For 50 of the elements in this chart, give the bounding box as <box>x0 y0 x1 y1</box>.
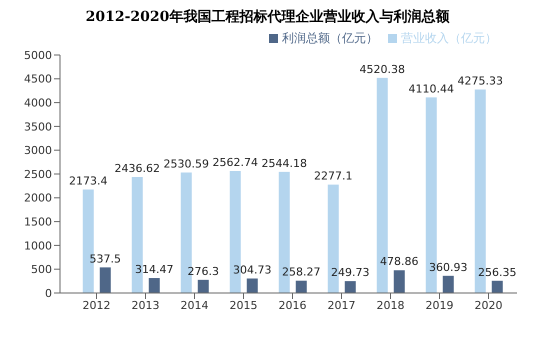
bar <box>198 280 209 293</box>
y-tick-label: 3500 <box>24 120 52 134</box>
y-tick-label: 2500 <box>24 168 52 181</box>
legend-label: 营业收入（亿元） <box>401 31 497 45</box>
bar <box>442 276 454 293</box>
x-tick-label: 2015 <box>230 298 258 312</box>
bar <box>492 280 503 293</box>
bar <box>344 281 356 293</box>
x-tick-label: 2013 <box>132 298 160 312</box>
data-label: 478.86 <box>380 255 419 268</box>
x-tick-label: 2020 <box>474 298 502 312</box>
x-tick-label: 2012 <box>82 298 110 312</box>
data-label: 4520.38 <box>360 62 406 76</box>
bar <box>394 270 405 293</box>
data-label: 314.47 <box>135 263 174 276</box>
y-tick-label: 2000 <box>24 192 52 205</box>
x-tick-label: 2016 <box>278 298 306 312</box>
x-tick-label: 2018 <box>376 298 404 312</box>
bar <box>296 280 307 293</box>
data-label: 4110.44 <box>408 82 454 96</box>
y-tick-label: 5000 <box>24 48 52 62</box>
data-label: 2173.4 <box>69 174 108 188</box>
bar <box>100 267 111 293</box>
data-label: 2436.62 <box>114 162 160 176</box>
bar <box>148 278 160 293</box>
legend-label: 利润总额（亿元） <box>282 31 378 45</box>
bar <box>246 278 258 293</box>
data-label: 2544.18 <box>262 156 308 170</box>
data-label: 2530.59 <box>164 158 210 171</box>
data-label: 360.93 <box>429 260 468 274</box>
y-tick-label: 4000 <box>24 96 52 110</box>
chart-title: 2012-2020年我国工程招标代理企业营业收入与利润总额 <box>84 8 450 27</box>
data-label: 256.35 <box>478 266 517 279</box>
x-tick-label: 2019 <box>426 298 454 312</box>
x-tick-label: 2017 <box>328 298 356 312</box>
y-tick-label: 500 <box>31 263 52 276</box>
data-label: 2277.1 <box>314 170 353 183</box>
data-label: 537.5 <box>90 252 122 266</box>
data-label: 258.27 <box>282 266 321 279</box>
y-tick-label: 4500 <box>24 72 52 86</box>
data-label: 4275.33 <box>458 74 504 88</box>
data-label: 2562.74 <box>212 156 258 170</box>
data-label: 249.73 <box>331 266 370 280</box>
y-tick-label: 1000 <box>24 239 52 252</box>
y-tick-label: 1500 <box>24 216 52 229</box>
data-label: 304.73 <box>233 263 272 276</box>
x-tick-label: 2014 <box>180 298 208 312</box>
y-tick-label: 3000 <box>24 144 52 158</box>
y-tick-label: 0 <box>45 286 52 300</box>
data-label: 276.3 <box>188 264 220 278</box>
